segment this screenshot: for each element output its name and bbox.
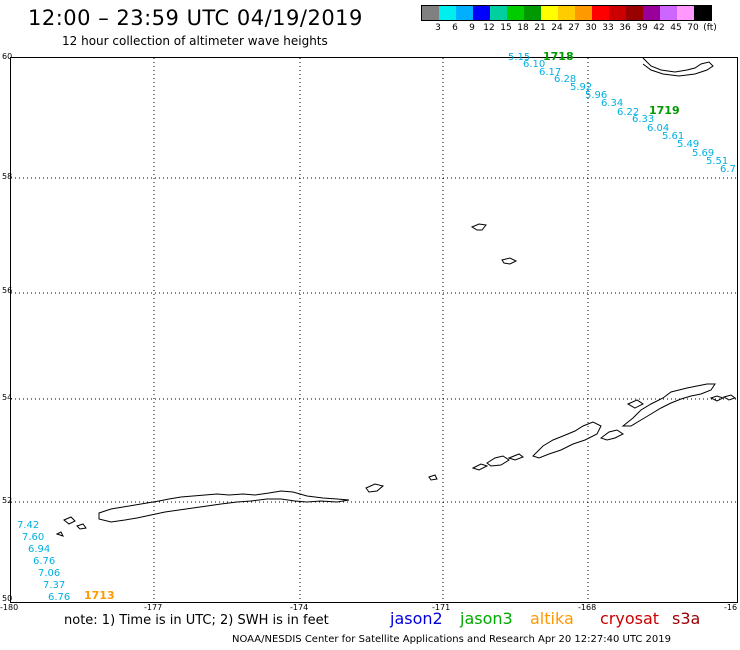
page-subtitle: 12 hour collection of altimeter wave hei… <box>62 34 328 48</box>
y-axis-label: 60 <box>2 52 13 61</box>
wave-height-point: 7.42 <box>17 520 40 531</box>
wave-height-point: 5.92 <box>570 82 593 93</box>
satellite-label-jason2: jason2 <box>390 609 443 628</box>
graticule <box>11 58 737 602</box>
track-hour-label: 1713 <box>84 589 115 602</box>
legend-swatch <box>439 6 456 20</box>
legend-tick-label: 42 <box>653 23 665 33</box>
track-hour-label: 1719 <box>649 104 680 117</box>
x-axis-label: -168 <box>578 603 597 612</box>
wave-height-point: 5.15 <box>508 52 531 63</box>
satellite-label-cryosat: cryosat <box>600 609 660 628</box>
legend-tick-label: 39 <box>636 23 648 33</box>
wave-height-point: 6.7 <box>720 164 736 175</box>
x-axis-label: -177 <box>144 603 163 612</box>
legend-swatch <box>677 6 694 20</box>
legend-tick-label: 6 <box>452 23 458 33</box>
wave-height-point: 7.06 <box>38 568 61 579</box>
legend-tick-label: (ft) <box>703 23 717 33</box>
legend-swatch <box>422 6 439 20</box>
credit-line: NOAA/NESDIS Center for Satellite Applica… <box>232 634 671 645</box>
legend-tick-label: 21 <box>534 23 546 33</box>
wave-height-point: 6.34 <box>601 98 624 109</box>
y-axis-label: 54 <box>2 393 13 402</box>
legend-swatch <box>507 6 524 20</box>
x-axis-label: -180 <box>0 603 19 612</box>
legend-tick-label: 45 <box>670 23 682 33</box>
wave-height-point: 6.28 <box>554 74 577 85</box>
legend-swatch <box>524 6 541 20</box>
wave-height-point: 6.76 <box>33 556 56 567</box>
legend-tick-label: 70 <box>687 23 699 33</box>
wave-height-point: 5.61 <box>662 131 685 142</box>
y-axis-label: 56 <box>2 286 13 295</box>
legend-tick-label: 30 <box>585 23 597 33</box>
page-title: 12:00 – 23:59 UTC 04/19/2019 <box>28 6 363 30</box>
y-axis-label: 58 <box>2 172 13 181</box>
legend-tick-label: 3 <box>435 23 441 33</box>
x-axis-label: -16 <box>724 603 738 612</box>
legend-swatch <box>660 6 677 20</box>
legend-tick-label: 15 <box>500 23 512 33</box>
wave-height-point: 7.60 <box>22 532 45 543</box>
legend-tick-label: 9 <box>469 23 475 33</box>
legend-swatch <box>592 6 609 20</box>
map-canvas <box>11 58 737 602</box>
wave-height-point: 7.37 <box>43 580 66 591</box>
wave-height-point: 5.96 <box>585 90 608 101</box>
wave-height-point: 6.22 <box>617 107 640 118</box>
legend-swatch <box>456 6 473 20</box>
x-axis-label: -174 <box>290 603 309 612</box>
legend-swatch <box>609 6 626 20</box>
legend-swatch <box>643 6 660 20</box>
satellite-label-jason3: jason3 <box>460 609 513 628</box>
legend-swatch <box>473 6 490 20</box>
wave-height-point: 6.04 <box>647 123 670 134</box>
legend-tick-label: 33 <box>602 23 614 33</box>
wave-height-point: 6.94 <box>28 544 51 555</box>
legend-swatch <box>575 6 592 20</box>
legend-tick-label: 36 <box>619 23 631 33</box>
legend-swatch <box>558 6 575 20</box>
satellite-label-altika: altika <box>530 609 574 628</box>
y-axis-label: 52 <box>2 496 13 505</box>
legend-swatch <box>541 6 558 20</box>
wave-height-point: 5.69 <box>692 148 715 159</box>
legend-tick-label: 18 <box>517 23 529 33</box>
wave-height-point: 6.10 <box>523 59 546 70</box>
y-axis-label: 50 <box>2 594 13 603</box>
legend-tick-label: 24 <box>551 23 563 33</box>
satellite-label-s3a: s3a <box>672 609 701 628</box>
wave-height-point: 6.76 <box>48 592 71 603</box>
wave-height-point: 5.51 <box>706 156 729 167</box>
legend-swatch <box>626 6 643 20</box>
track-hour-label: 1718 <box>543 50 574 63</box>
wave-height-point: 5.49 <box>677 139 700 150</box>
legend-tick-label: 12 <box>483 23 495 33</box>
footer-note: note: 1) Time is in UTC; 2) SWH is in fe… <box>64 613 329 628</box>
legend-swatch <box>694 6 711 20</box>
x-axis-label: -171 <box>432 603 451 612</box>
wave-height-point: 6.17 <box>539 67 562 78</box>
map-area: 1718 5.15 6.10 6.17 6.28 5.92 5.96 6.34 … <box>10 50 738 603</box>
legend-tick-label: 27 <box>568 23 580 33</box>
wave-height-point: 6.33 <box>632 114 655 125</box>
wave-height-color-legend <box>421 5 712 21</box>
legend-swatch <box>490 6 507 20</box>
coastline <box>55 58 737 537</box>
